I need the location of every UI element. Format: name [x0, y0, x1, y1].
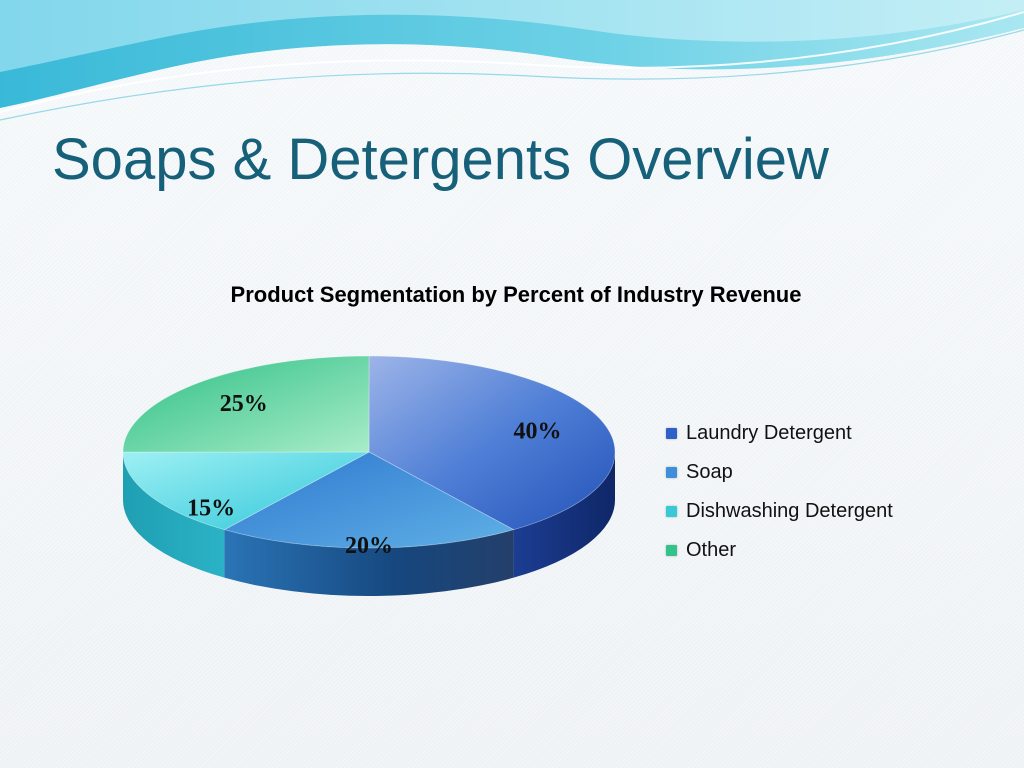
legend-swatch [666, 545, 677, 556]
legend-item-soap: Soap [666, 453, 893, 492]
legend-label: Dishwashing Detergent [686, 500, 893, 522]
pie-side-soap [224, 529, 514, 597]
pie-side-dishwashing-detergent [123, 452, 225, 578]
legend-item-dishwashing-detergent: Dishwashing Detergent [666, 492, 893, 531]
legend-swatch [666, 467, 677, 478]
data-label-laundry-detergent: 40% [513, 419, 561, 445]
data-label-other: 25% [220, 391, 268, 417]
pie-slice-other [122, 355, 370, 453]
pie-slice-soap [223, 451, 515, 549]
slide-title: Soaps & Detergents Overview [52, 127, 829, 192]
pie-slice-dishwashing-detergent [122, 451, 370, 531]
pie-slice-laundry-detergent [368, 355, 616, 531]
chart-title: Product Segmentation by Percent of Indus… [230, 282, 802, 307]
legend-label: Other [686, 539, 737, 561]
decorative-wave-banner [0, 0, 1024, 121]
data-label-dishwashing-detergent: 15% [187, 495, 235, 521]
pie-side-laundry-detergent [513, 452, 615, 578]
legend-item-other: Other [666, 531, 893, 570]
legend-swatch [666, 506, 677, 517]
chart-legend: Laundry Detergent Soap Dishwashing Deterge… [666, 414, 893, 570]
legend-label: Laundry Detergent [686, 422, 852, 444]
legend-label: Soap [686, 461, 733, 483]
legend-swatch [666, 428, 677, 439]
legend-item-laundry-detergent: Laundry Detergent [666, 414, 893, 453]
data-label-soap: 20% [345, 533, 393, 559]
